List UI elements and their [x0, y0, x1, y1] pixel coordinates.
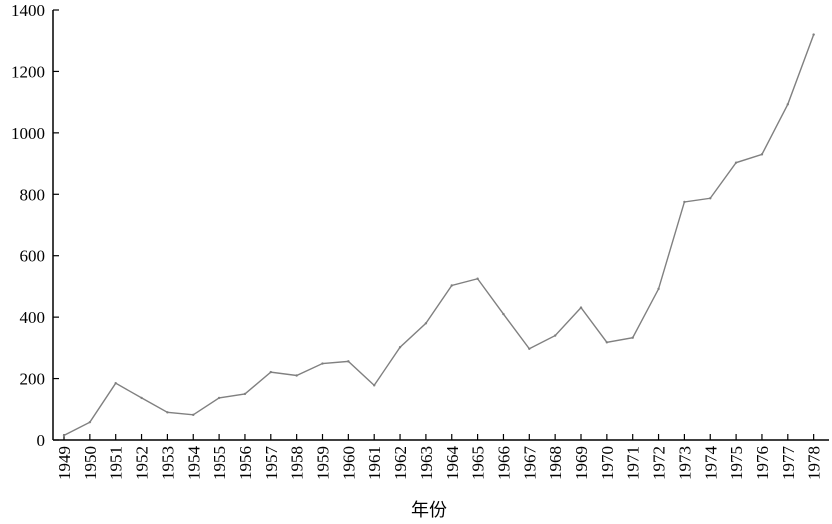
y-axis-ticks: 0 200 400 600 800 1000 1200 1400: [11, 1, 59, 450]
data-point: [321, 362, 324, 365]
y-tick-label: 400: [20, 308, 46, 327]
x-tick-label: 1978: [805, 446, 824, 480]
y-tick-label: 1400: [11, 1, 45, 20]
data-point: [217, 396, 221, 400]
data-point: [502, 312, 505, 316]
data-point: [553, 334, 557, 337]
data-point: [424, 322, 428, 325]
data-point: [579, 306, 583, 309]
x-tick-label: 1972: [650, 446, 669, 480]
data-point: [140, 396, 143, 400]
data-point: [398, 346, 402, 349]
x-tick-label: 1958: [288, 446, 307, 480]
data-point: [528, 347, 531, 350]
data-point: [450, 284, 453, 287]
x-tick-label: 1975: [727, 446, 746, 480]
x-tick-label: 1957: [262, 446, 281, 481]
x-tick-label: 1976: [753, 446, 772, 480]
x-tick-label: 1955: [210, 446, 229, 480]
data-point: [760, 153, 764, 156]
x-tick-label: 1954: [184, 446, 203, 481]
data-point: [269, 370, 272, 374]
data-point: [373, 384, 376, 387]
x-tick-label: 1974: [701, 446, 720, 481]
x-tick-label: 1950: [81, 446, 100, 480]
x-tick-label: 1951: [107, 446, 126, 480]
data-point: [605, 341, 609, 344]
x-tick-label: 1959: [314, 446, 333, 480]
data-point: [347, 360, 350, 363]
data-point: [192, 413, 195, 417]
data-points: [62, 33, 815, 437]
data-point: [88, 420, 92, 424]
y-tick-label: 800: [20, 185, 46, 204]
x-tick-label: 1967: [520, 446, 539, 481]
x-tick-label: 1965: [469, 446, 488, 480]
x-tick-label: 1953: [158, 446, 177, 480]
data-point: [166, 411, 169, 414]
data-point: [476, 277, 479, 280]
x-tick-label: 1952: [133, 446, 152, 480]
series-line: [63, 34, 815, 437]
x-tick-label: 1960: [339, 446, 358, 480]
x-tick-label: 1977: [779, 446, 798, 481]
data-point: [812, 33, 815, 36]
data-point: [295, 374, 298, 377]
y-tick-label: 600: [20, 247, 46, 266]
x-tick-label: 1968: [546, 446, 565, 480]
data-point: [709, 197, 712, 200]
x-tick-label: 1964: [443, 446, 462, 481]
x-tick-label: 1971: [624, 446, 643, 480]
data-point: [683, 200, 686, 204]
x-tick-label: 1949: [55, 446, 74, 480]
data-point: [631, 336, 634, 339]
x-tick-label: 1966: [494, 446, 513, 480]
data-point: [62, 434, 66, 437]
y-tick-label: 0: [37, 431, 46, 450]
data-point: [786, 103, 789, 106]
x-axis-title: 年份: [411, 500, 447, 521]
data-point: [243, 392, 247, 396]
data-point: [734, 161, 738, 164]
x-tick-label: 1970: [598, 446, 617, 480]
x-tick-label: 1973: [675, 446, 694, 480]
y-tick-label: 1200: [11, 62, 45, 81]
data-point: [657, 287, 660, 291]
x-tick-label: 1962: [391, 446, 410, 480]
x-tick-label: 1969: [572, 446, 591, 480]
y-tick-label: 1000: [11, 124, 45, 143]
y-tick-label: 200: [20, 370, 46, 389]
x-tick-label: 1956: [236, 446, 255, 480]
data-point: [114, 381, 117, 385]
x-tick-label: 1961: [365, 446, 384, 480]
x-tick-label: 1963: [417, 446, 436, 480]
x-axis-ticks: 1949 1950 1951 1952 1953 1954 1955 1956 1957 1958…: [55, 434, 824, 480]
